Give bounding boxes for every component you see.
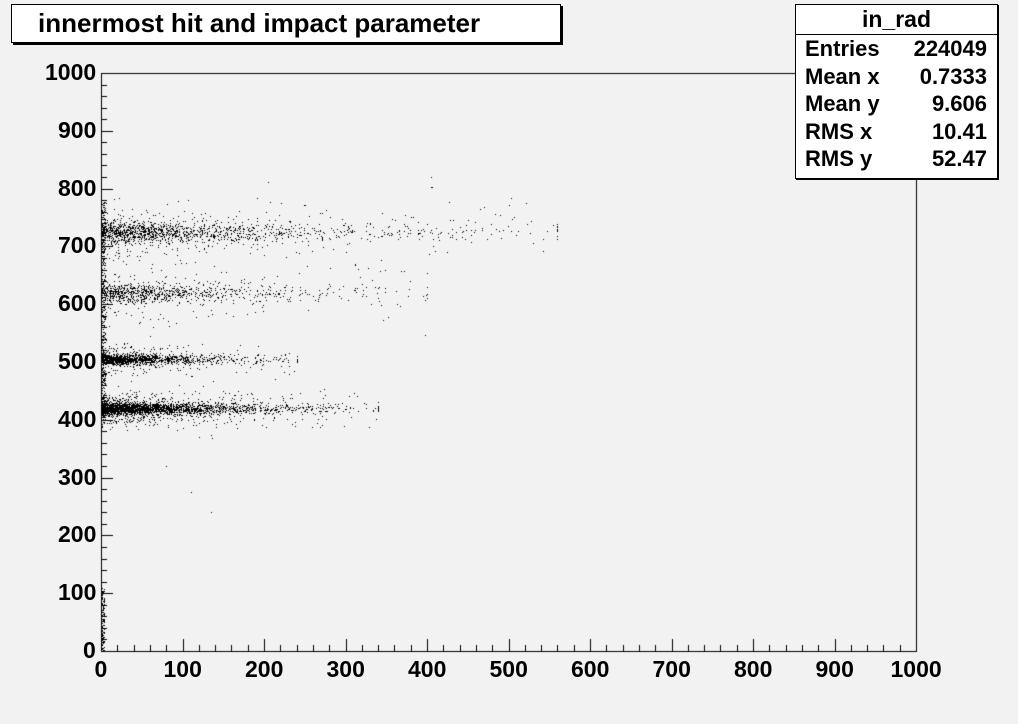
x-tick-label: 0 (94, 656, 108, 682)
stats-value: 224049 (913, 36, 987, 61)
y-tick-label: 0 (83, 637, 96, 663)
stats-row-entries: Entries 224049 (796, 35, 997, 63)
stats-label: Mean y (805, 91, 880, 116)
stats-box: in_rad Entries 224049 Mean x 0.7333 Mean… (795, 4, 998, 179)
stats-row-rms-y: RMS y 52.47 (796, 145, 997, 173)
x-tick-label: 900 (815, 656, 854, 682)
x-tick-label: 100 (163, 656, 202, 682)
x-tick-label: 600 (571, 656, 610, 682)
x-tick-label: 200 (245, 656, 284, 682)
x-tick-label: 800 (734, 656, 773, 682)
y-tick-label: 400 (58, 405, 97, 432)
y-tick-label: 500 (58, 348, 97, 374)
y-tick-label: 900 (58, 116, 97, 143)
x-tick-label: 500 (489, 656, 528, 682)
x-tick-label: 1000 (890, 656, 942, 682)
stats-value: 52.47 (931, 146, 987, 171)
stats-label: RMS y (805, 146, 873, 171)
y-tick-label: 100 (58, 579, 97, 606)
x-tick-label: 700 (652, 656, 691, 682)
stats-label: Entries (805, 36, 880, 61)
stats-value: 10.41 (931, 118, 987, 144)
y-tick-label: 1000 (45, 59, 97, 85)
stats-row-mean-x: Mean x 0.7333 (796, 63, 997, 91)
plot-title: innermost hit and impact parameter (38, 8, 481, 38)
plot-title-box: innermost hit and impact parameter (11, 4, 561, 43)
x-tick-label: 400 (408, 656, 447, 682)
stats-label: RMS x (805, 118, 873, 144)
y-tick-label: 600 (58, 290, 97, 317)
stats-value: 9.606 (931, 91, 987, 116)
x-tick-label: 300 (326, 656, 365, 682)
y-tick-label: 700 (58, 232, 97, 259)
stats-row-mean-y: Mean y 9.606 (796, 90, 997, 118)
y-tick-label: 200 (58, 521, 97, 548)
stats-label: Mean x (805, 63, 880, 89)
y-tick-label: 300 (58, 463, 97, 490)
stats-row-rms-x: RMS x 10.41 (796, 118, 997, 146)
y-tick-label: 800 (58, 174, 97, 201)
stats-histogram-name: in_rad (796, 5, 997, 35)
stats-value: 0.7333 (919, 63, 987, 89)
